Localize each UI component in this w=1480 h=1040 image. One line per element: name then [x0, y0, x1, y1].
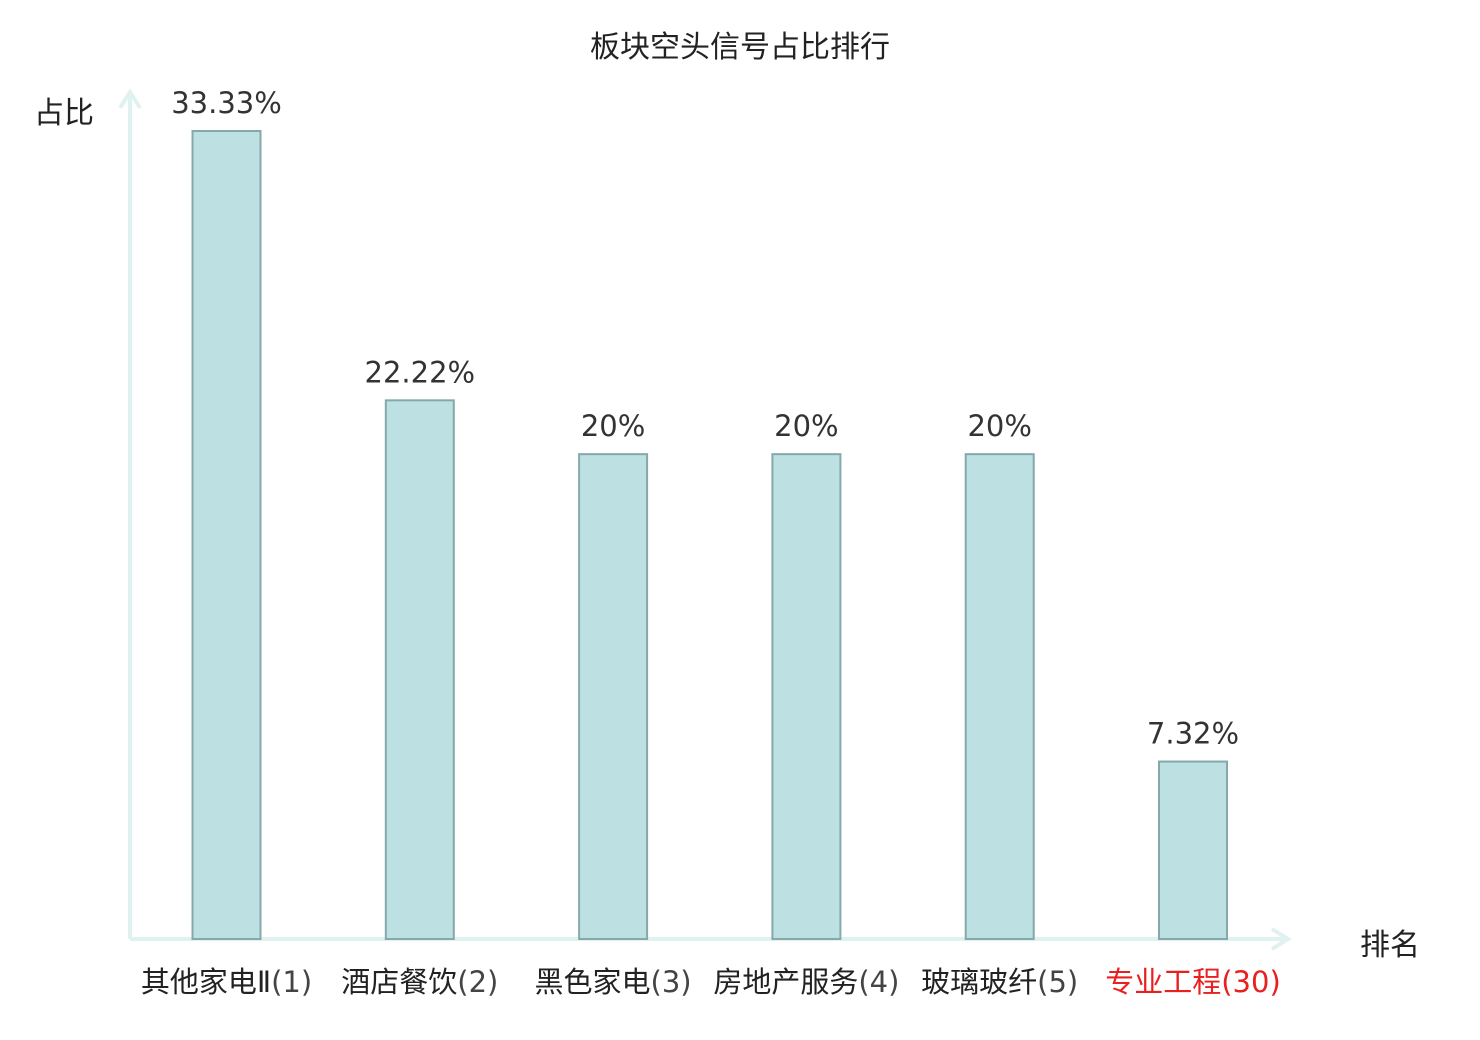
value-labels: 33.33% 22.22% 20% 20% 20% 7.32% [171, 86, 1239, 751]
category-name: 黑色家电 [534, 965, 651, 999]
x-axis-label: 排名 [1360, 928, 1420, 963]
category-rank: (5) [1037, 965, 1079, 999]
category-label: 其他家电Ⅱ(1) [131, 965, 323, 999]
value-label: 20% [774, 409, 838, 443]
category-name: 酒店餐饮 [341, 965, 458, 999]
chart-title: 板块空头信号占比排行 [590, 30, 890, 65]
category-label: 专业工程(30) [1083, 965, 1303, 999]
category-name: 其他家电Ⅱ [140, 965, 272, 999]
category-name: 房地产服务 [713, 965, 859, 999]
y-axis-arrow [118, 88, 142, 110]
value-label: 20% [581, 409, 645, 443]
category-rank: (1) [271, 965, 313, 999]
x-axis-arrow [1270, 927, 1292, 951]
category-name: 专业工程 [1105, 965, 1222, 999]
category-rank: (3) [650, 965, 692, 999]
value-label: 33.33% [171, 86, 282, 120]
bar [771, 453, 842, 940]
category-name: 玻璃玻纤 [921, 965, 1038, 999]
category-label: 房地产服务(4) [710, 965, 902, 999]
value-label: 22.22% [365, 355, 476, 389]
axes [118, 88, 1292, 951]
bar [578, 453, 649, 940]
category-rank: (2) [457, 965, 499, 999]
category-rank: (4) [858, 965, 900, 999]
bar [1158, 760, 1228, 941]
bar [964, 453, 1035, 940]
y-axis-label: 占比 [34, 96, 94, 131]
value-label: 7.32% [1147, 717, 1239, 751]
bar [384, 399, 455, 941]
bar [191, 130, 262, 940]
category-label: 黑色家电(3) [517, 965, 709, 999]
value-label: 20% [967, 409, 1031, 443]
category-label: 酒店餐饮(2) [324, 965, 516, 999]
bars [191, 130, 1228, 941]
category-rank: (30) [1221, 965, 1281, 999]
category-label: 玻璃玻纤(5) [904, 965, 1096, 999]
